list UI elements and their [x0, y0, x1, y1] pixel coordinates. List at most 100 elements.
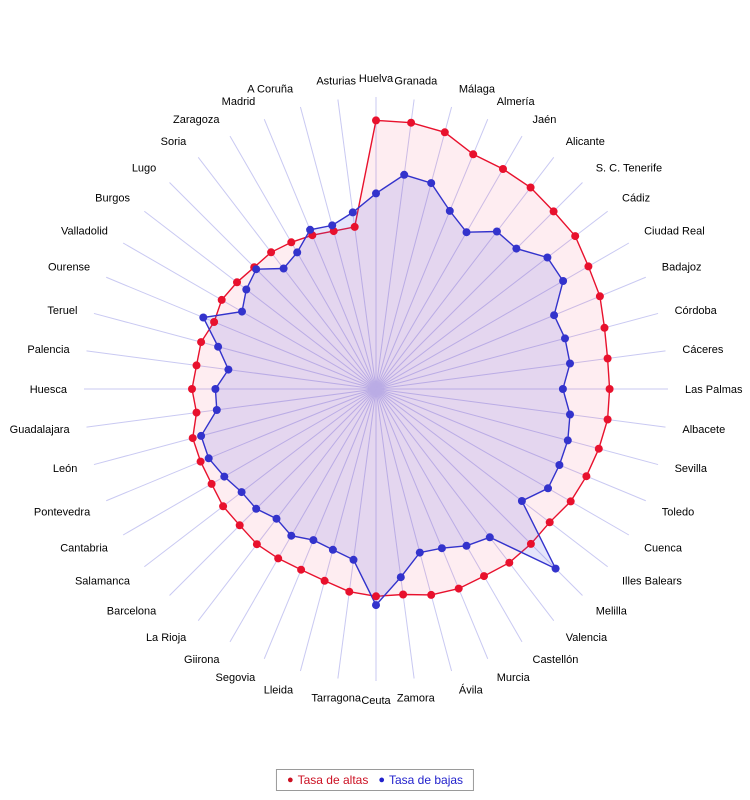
data-point-altas[interactable]	[188, 385, 196, 393]
data-point-altas[interactable]	[469, 150, 478, 159]
data-point-bajas[interactable]	[348, 208, 357, 217]
data-point-bajas[interactable]	[252, 265, 261, 274]
data-point-altas[interactable]	[197, 338, 206, 347]
data-point-altas[interactable]	[584, 262, 593, 271]
data-point-altas[interactable]	[274, 554, 283, 563]
data-point-bajas[interactable]	[309, 536, 318, 545]
data-point-altas[interactable]	[267, 248, 276, 257]
data-point-bajas[interactable]	[252, 504, 261, 513]
data-point-bajas[interactable]	[272, 514, 281, 523]
data-point-altas[interactable]	[549, 207, 558, 216]
data-point-bajas[interactable]	[400, 170, 409, 179]
data-point-bajas[interactable]	[550, 311, 559, 320]
data-point-bajas[interactable]	[306, 225, 315, 234]
data-point-altas[interactable]	[407, 118, 416, 127]
data-point-altas[interactable]	[320, 576, 329, 585]
data-point-bajas[interactable]	[204, 454, 213, 463]
data-point-altas[interactable]	[480, 572, 488, 581]
data-point-altas[interactable]	[287, 238, 296, 247]
data-point-bajas[interactable]	[396, 573, 405, 582]
data-point-bajas[interactable]	[415, 548, 424, 557]
data-point-bajas[interactable]	[485, 533, 494, 542]
data-point-bajas[interactable]	[517, 497, 526, 505]
data-point-altas[interactable]	[582, 472, 591, 481]
data-point-bajas[interactable]	[555, 461, 564, 469]
data-point-bajas[interactable]	[279, 264, 288, 273]
category-label: Málaga	[459, 83, 496, 95]
data-point-bajas[interactable]	[197, 431, 206, 440]
data-point-altas[interactable]	[252, 540, 261, 549]
data-point-bajas[interactable]	[566, 410, 574, 419]
data-point-bajas[interactable]	[220, 472, 229, 481]
data-point-bajas[interactable]	[427, 179, 436, 188]
data-point-bajas[interactable]	[328, 545, 337, 554]
data-point-altas[interactable]	[505, 558, 514, 567]
data-point-altas[interactable]	[595, 292, 604, 301]
axis-spoke	[375, 312, 659, 390]
data-point-altas[interactable]	[235, 521, 244, 530]
data-point-bajas[interactable]	[559, 277, 568, 285]
data-point-altas[interactable]	[188, 434, 197, 443]
data-point-altas[interactable]	[233, 278, 241, 287]
data-point-bajas[interactable]	[372, 189, 380, 198]
data-point-altas[interactable]	[192, 408, 201, 417]
data-point-bajas[interactable]	[558, 385, 567, 393]
axis-spoke	[93, 312, 377, 390]
data-point-altas[interactable]	[571, 232, 580, 241]
data-point-bajas[interactable]	[551, 564, 560, 573]
axis-spoke	[93, 388, 377, 466]
data-point-bajas[interactable]	[544, 484, 552, 493]
data-point-bajas[interactable]	[462, 228, 471, 237]
data-point-bajas[interactable]	[293, 248, 302, 257]
data-point-bajas[interactable]	[561, 334, 569, 343]
data-point-altas[interactable]	[210, 318, 219, 326]
data-point-altas[interactable]	[399, 590, 408, 599]
data-point-altas[interactable]	[345, 587, 354, 596]
data-point-altas[interactable]	[196, 457, 205, 466]
data-point-altas[interactable]	[192, 361, 201, 370]
data-point-altas[interactable]	[350, 222, 359, 231]
data-point-bajas[interactable]	[328, 221, 337, 230]
data-point-bajas[interactable]	[563, 436, 572, 445]
data-point-altas[interactable]	[526, 183, 535, 192]
data-point-bajas[interactable]	[543, 253, 552, 262]
data-point-altas[interactable]	[454, 584, 463, 593]
data-point-altas[interactable]	[499, 165, 507, 173]
data-point-altas[interactable]	[219, 502, 228, 511]
data-point-altas[interactable]	[372, 116, 380, 125]
data-point-bajas[interactable]	[224, 365, 233, 374]
data-point-altas[interactable]	[207, 479, 216, 488]
data-point-bajas[interactable]	[242, 285, 251, 294]
legend-item-bajas[interactable]: ● Tasa de bajas	[378, 773, 463, 787]
data-point-altas[interactable]	[545, 518, 554, 527]
data-point-altas[interactable]	[427, 590, 436, 599]
data-point-altas[interactable]	[566, 497, 575, 506]
data-point-altas[interactable]	[603, 354, 612, 363]
data-point-bajas[interactable]	[462, 541, 471, 550]
legend-item-altas[interactable]: ● Tasa de altas	[287, 773, 368, 787]
data-point-bajas[interactable]	[492, 227, 501, 236]
data-point-bajas[interactable]	[214, 342, 223, 351]
axis-spoke	[375, 182, 583, 390]
data-point-bajas[interactable]	[566, 359, 574, 368]
data-point-bajas[interactable]	[437, 544, 446, 553]
data-point-altas[interactable]	[605, 385, 614, 393]
data-point-bajas[interactable]	[287, 531, 296, 540]
data-point-bajas[interactable]	[199, 313, 208, 322]
data-point-altas[interactable]	[217, 295, 226, 304]
data-point-bajas[interactable]	[349, 555, 358, 564]
data-point-altas[interactable]	[594, 444, 603, 453]
data-point-bajas[interactable]	[372, 601, 380, 610]
data-point-bajas[interactable]	[238, 307, 246, 316]
data-point-bajas[interactable]	[212, 406, 221, 414]
data-point-altas[interactable]	[297, 565, 306, 574]
data-point-altas[interactable]	[600, 323, 609, 332]
data-point-altas[interactable]	[372, 592, 380, 601]
data-point-bajas[interactable]	[512, 244, 521, 253]
data-point-altas[interactable]	[603, 415, 612, 424]
data-point-bajas[interactable]	[237, 488, 246, 497]
data-point-altas[interactable]	[440, 128, 449, 137]
data-point-altas[interactable]	[526, 539, 535, 548]
data-point-bajas[interactable]	[211, 385, 220, 393]
data-point-bajas[interactable]	[445, 206, 454, 215]
